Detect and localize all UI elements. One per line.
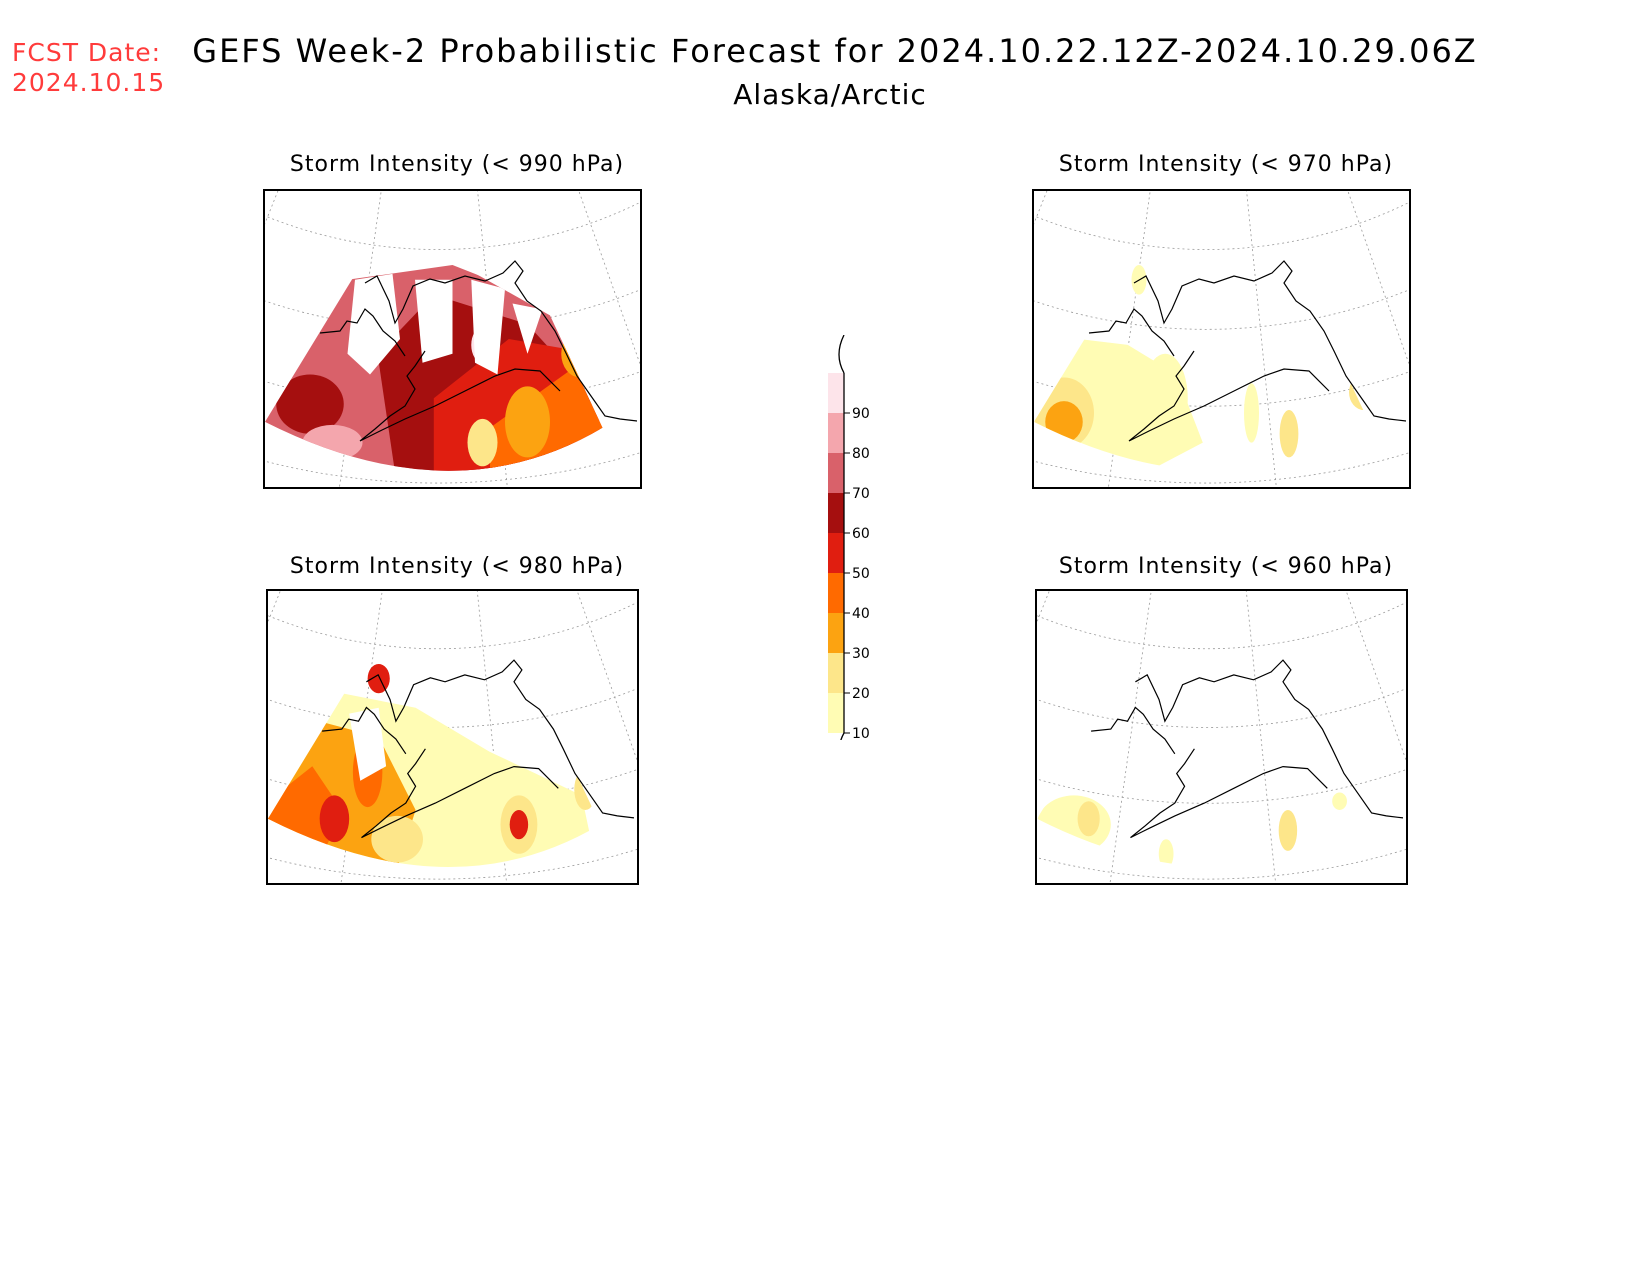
map-panel-970 [1032, 189, 1411, 489]
forecast-date-label: FCST Date: 2024.10.15 [12, 38, 165, 98]
legend-top-tip [838, 335, 845, 374]
probability-field [265, 265, 603, 471]
page-title: GEFS Week-2 Probabilistic Forecast for 2… [192, 32, 1478, 70]
legend-swatch [828, 493, 844, 533]
probability-field [268, 664, 601, 867]
probability-area [349, 707, 387, 781]
probability-field [1037, 792, 1347, 867]
alaska-south-coastline [359, 350, 561, 442]
map-panel-990 [263, 189, 642, 489]
probability-area [1045, 401, 1083, 443]
probability-area [367, 664, 390, 694]
parallel-line [1037, 848, 1406, 880]
parallel-line [1037, 769, 1406, 804]
probability-area [509, 810, 529, 840]
alaska-south-coastline [1130, 748, 1328, 839]
probability-area [505, 386, 550, 458]
probability-area [1279, 410, 1299, 458]
probability-area [1158, 839, 1174, 867]
chukotka-coastline [1091, 706, 1176, 755]
panel-title-970: Storm Intensity (< 970 hPa) [1058, 152, 1394, 177]
probability-area [1349, 374, 1372, 411]
probability-area [1077, 801, 1100, 837]
legend-tick-label: 80 [852, 446, 870, 462]
probability-area [512, 303, 543, 354]
legend-bottom-tip [840, 732, 845, 740]
meridian-line [1345, 591, 1406, 762]
probability-area [347, 273, 400, 375]
probability-area [415, 279, 453, 363]
map-panel-980 [266, 589, 639, 885]
chukotka-coastline [322, 706, 407, 755]
forecast-date-value: 2024.10.15 [12, 68, 166, 97]
probability-area [302, 424, 363, 461]
probability-area [276, 374, 344, 434]
legend-tick-label: 50 [852, 566, 870, 582]
legend-swatch [828, 413, 844, 453]
probability-area [1332, 792, 1347, 810]
color-scale-legend: 10 20 30 40 50 60 70 80 90 [820, 335, 900, 740]
legend-swatch [828, 653, 844, 693]
meridian-line [1037, 591, 1207, 883]
probability-area [1142, 353, 1188, 443]
meridian-line [1037, 591, 1050, 623]
meridian-line [1347, 191, 1409, 366]
legend-swatch [828, 533, 844, 573]
probability-area [371, 815, 423, 863]
alaska-north-coastline [364, 260, 638, 422]
legend-tick-label: 20 [852, 686, 870, 702]
alaska-south-coastline [361, 748, 559, 839]
parallel-line [1037, 688, 1406, 728]
graticule [1037, 591, 1406, 883]
panel-title-980: Storm Intensity (< 980 hPa) [289, 554, 625, 579]
legend-tick-label: 60 [852, 526, 870, 542]
legend-tick-label: 30 [852, 646, 870, 662]
chukotka-coastline [319, 308, 406, 357]
legend-swatch [828, 573, 844, 613]
alaska-north-coastline [1133, 260, 1407, 422]
legend-tick-label: 70 [852, 486, 870, 502]
parallel-line [268, 688, 637, 728]
legend-swatch [828, 453, 844, 493]
alaska-north-coastline [366, 659, 635, 819]
parallel-line [1034, 201, 1409, 250]
legend-tick-label: 10 [852, 726, 870, 740]
legend-swatch [828, 373, 844, 413]
meridian-line [1207, 591, 1406, 883]
graticule [1034, 191, 1409, 487]
probability-area [1037, 795, 1111, 854]
alaska-north-coastline [1135, 659, 1404, 819]
probability-area [467, 418, 498, 467]
probability-area [319, 795, 350, 843]
parallel-line [1034, 289, 1409, 330]
probability-area [574, 769, 597, 810]
probability-area [1278, 810, 1298, 851]
map-panel-960 [1035, 589, 1408, 885]
parallel-line [265, 201, 640, 250]
legend-swatch [828, 693, 844, 733]
chukotka-coastline [1088, 308, 1175, 357]
panel-title-960: Storm Intensity (< 960 hPa) [1058, 554, 1394, 579]
parallel-line [1037, 602, 1406, 650]
forecast-date-caption: FCST Date: [12, 38, 162, 67]
probability-area [471, 279, 505, 375]
legend-tick-label: 90 [852, 406, 870, 422]
probability-field [1034, 265, 1372, 471]
region-subtitle: Alaska/Arctic [733, 78, 927, 111]
parallel-line [268, 602, 637, 650]
probability-area [1244, 383, 1259, 443]
legend-swatch [828, 613, 844, 653]
alaska-south-coastline [1128, 350, 1330, 442]
legend-tick-label: 40 [852, 606, 870, 622]
meridian-line [1207, 191, 1410, 487]
panel-title-990: Storm Intensity (< 990 hPa) [289, 152, 625, 177]
